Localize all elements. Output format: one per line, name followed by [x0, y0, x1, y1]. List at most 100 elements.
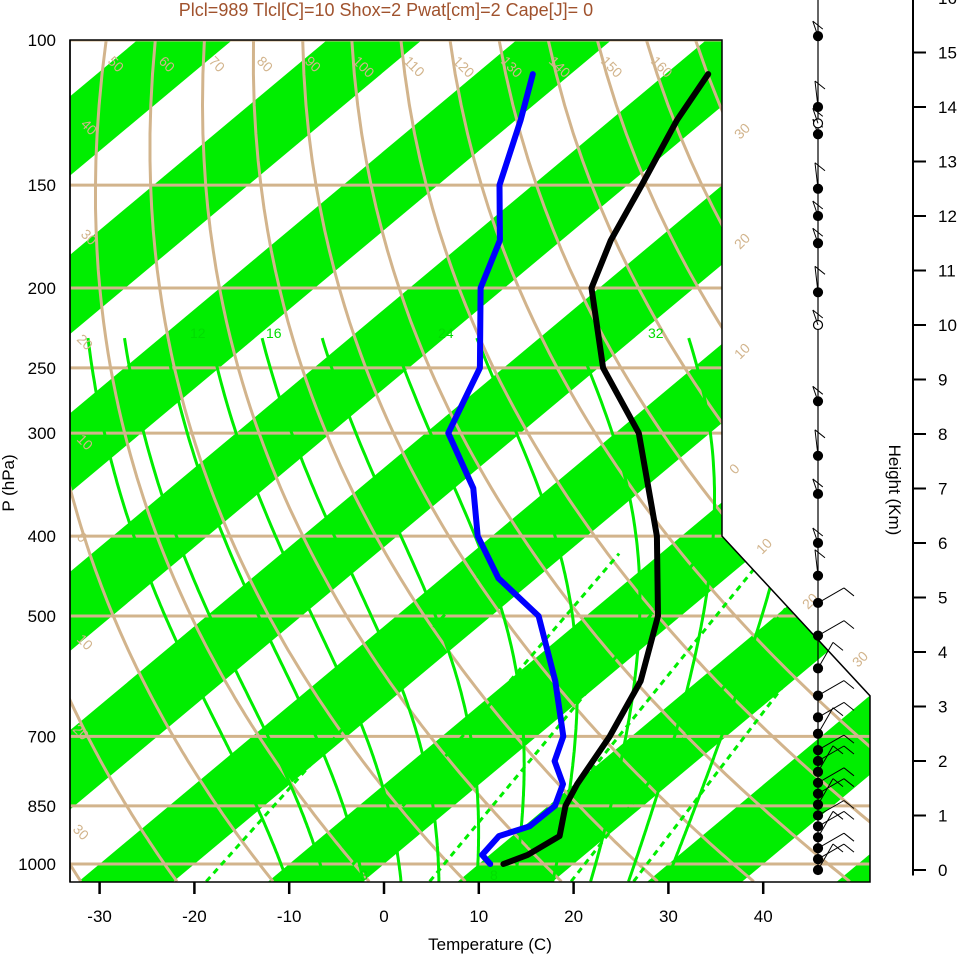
wind-barb-feather — [812, 478, 824, 488]
wind-barb — [812, 200, 819, 217]
y-tick-label: 300 — [28, 424, 56, 443]
height-tick-label: 3 — [938, 698, 947, 717]
x-axis: -30 -20 -10 0 10 20 30 40 — [87, 882, 773, 926]
wind-barb-feather — [812, 227, 824, 237]
x-axis-title: Temperature (C) — [428, 935, 552, 954]
moist-adiabat — [320, 337, 481, 882]
isotherm-band — [78, 40, 870, 882]
dry-adiabat-label: 30 — [731, 120, 753, 142]
wind-barb — [817, 701, 845, 718]
moist-adiabat — [574, 337, 642, 882]
wind-barb — [817, 707, 834, 734]
wind-barb-feather — [814, 162, 826, 172]
wind-barb — [817, 800, 845, 816]
wind-barb-feather — [832, 707, 844, 717]
x-tick-label: 0 — [379, 907, 388, 926]
dry-adiabat-label: 10 — [753, 535, 775, 557]
wind-barb-feather — [843, 767, 855, 777]
wind-barb-feather — [843, 778, 855, 788]
height-tick-label: 12 — [938, 207, 957, 226]
wind-barb-feather — [843, 734, 855, 744]
wind-barb-feather — [832, 641, 844, 651]
wind-barb — [817, 767, 845, 784]
wind-barb — [814, 162, 819, 189]
dry-adiabat-label: 20 — [74, 331, 96, 353]
y-axis-title: P (hPa) — [0, 454, 18, 511]
wind-barb — [814, 80, 819, 108]
wind-barb-feather — [843, 843, 855, 853]
isotherm-band — [70, 40, 612, 882]
wind-barb-feather — [814, 549, 826, 559]
wind-barb-feather — [814, 80, 826, 90]
wind-barb — [817, 734, 845, 751]
mixing-ratio-line — [337, 552, 621, 882]
dry-adiabat — [94, 40, 371, 882]
dry-adiabat-label: 30 — [849, 648, 871, 670]
wind-barb-feather — [843, 745, 855, 755]
dry-adiabat-label: 30 — [70, 821, 92, 843]
height-tick-label: 16 — [938, 0, 957, 8]
height-tick-label: 2 — [938, 752, 947, 771]
moist-adiabat-label: 16 — [266, 325, 282, 341]
wind-barb-feather — [843, 620, 855, 630]
wind-barb — [817, 745, 845, 762]
height-tick-label: 6 — [938, 534, 947, 553]
wind-barb — [817, 811, 834, 838]
y-tick-label: 150 — [28, 176, 56, 195]
y-tick-label: 200 — [28, 279, 56, 298]
wind-barb — [817, 843, 834, 871]
x-tick-label: 10 — [469, 907, 488, 926]
dry-adiabat — [70, 40, 275, 882]
chart-title: Plcl=989 Tlcl[C]=10 Shox=2 Pwat[cm]=2 Ca… — [179, 0, 593, 20]
y-tick-label: 250 — [28, 359, 56, 378]
moist-adiabat — [123, 337, 327, 882]
x-tick-label: 20 — [564, 907, 583, 926]
dry-adiabat — [251, 40, 659, 882]
wind-barb-feather — [843, 702, 855, 711]
isotherm-label: 80 — [254, 53, 276, 75]
wind-barb — [817, 745, 834, 773]
height-tick-label: 1 — [938, 807, 947, 826]
dry-adiabat — [350, 40, 851, 882]
wind-barb — [817, 587, 845, 604]
wind-barb-feather — [814, 429, 826, 439]
wind-barb — [812, 20, 819, 37]
dry-adiabat-label: 10 — [731, 340, 753, 362]
isotherm-band — [70, 40, 422, 882]
y-tick-label: 1000 — [18, 855, 56, 874]
wind-barb-feather — [812, 385, 824, 395]
wind-barb-feather — [812, 20, 824, 30]
wind-barb — [812, 228, 819, 244]
mixing-ratio-line — [569, 552, 830, 882]
wind-barb — [817, 778, 845, 795]
height-tick-label: 15 — [938, 44, 957, 63]
wind-barb — [817, 810, 845, 827]
x-tick-label: 40 — [754, 907, 773, 926]
dry-adiabat-label: 20 — [731, 230, 753, 252]
wind-barb — [812, 108, 819, 124]
moist-adiabat — [208, 337, 403, 882]
wind-barb — [817, 778, 834, 805]
wind-barb-feather — [843, 811, 855, 820]
height-axis-title: Height (Km) — [885, 445, 904, 536]
wind-barb — [812, 386, 819, 402]
y-tick-label: 500 — [28, 607, 56, 626]
height-tick-label: 8 — [938, 425, 947, 444]
height-tick-label: 11 — [938, 262, 956, 281]
mixing-ratio-label: 8 — [490, 867, 498, 883]
wind-barb-feather — [843, 800, 855, 809]
dry-adiabat — [200, 40, 563, 882]
sounding-profiles — [445, 71, 712, 867]
wind-profile — [812, 0, 855, 876]
mixing-ratio-line — [205, 552, 501, 882]
x-tick-label: -30 — [87, 907, 112, 926]
wind-barb — [817, 642, 834, 669]
isotherm-band — [70, 40, 802, 882]
x-tick-label: 30 — [659, 907, 678, 926]
dry-adiabat-label: 0 — [726, 460, 743, 477]
wind-barb-feather — [843, 587, 855, 597]
isotherm-band — [70, 40, 870, 882]
wind-barb — [812, 527, 819, 544]
moist-adiabat — [86, 337, 289, 882]
